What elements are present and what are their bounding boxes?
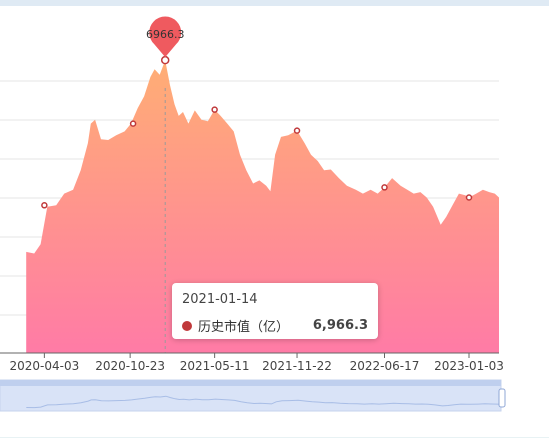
- series-marker: [41, 202, 48, 209]
- series-marker: [211, 106, 218, 113]
- slider-handle-right[interactable]: [498, 388, 506, 408]
- series-dot-icon: [182, 320, 192, 331]
- x-tick-label: 2021-05-11: [180, 359, 250, 373]
- bottom-border: [0, 437, 549, 438]
- tooltip-series-label: 历史市值（亿）: [198, 320, 290, 335]
- tooltip-value: 6,966.3: [312, 318, 368, 333]
- x-tick-label: 2021-11-22: [262, 359, 332, 373]
- slider-preview-line: [26, 395, 502, 409]
- series-markers: [41, 55, 473, 209]
- x-tick-label: 2022-06-17: [350, 359, 420, 373]
- series-marker: [293, 127, 301, 134]
- tooltip: 2021-01-14 历史市值（亿） 6,966.3: [172, 283, 378, 339]
- series-marker: [381, 184, 388, 191]
- x-axis: 2020-04-03 2020-10-23 2021-05-11 2021-11-22…: [0, 352, 504, 373]
- x-tick-label: 2020-04-03: [9, 359, 79, 373]
- area-fill: [26, 60, 499, 353]
- top-strip: [0, 0, 549, 6]
- x-tick-label: 2023-01-03: [434, 359, 504, 373]
- series-marker: [160, 55, 170, 65]
- tooltip-date: 2021-01-14: [182, 292, 258, 307]
- peak-pin-icon: [149, 16, 182, 58]
- series-marker: [465, 194, 473, 201]
- peak-label: 6966.3: [146, 28, 185, 41]
- peak-marker: 6966.3: [146, 16, 185, 58]
- series-marker: [129, 120, 137, 127]
- series-area: [26, 60, 499, 353]
- tooltip-row: 历史市值（亿） 6,966.3: [182, 316, 368, 335]
- slider-top-bar: [0, 380, 501, 386]
- data-zoom-slider[interactable]: [0, 379, 506, 412]
- x-tick-label: 2020-10-23: [95, 359, 165, 373]
